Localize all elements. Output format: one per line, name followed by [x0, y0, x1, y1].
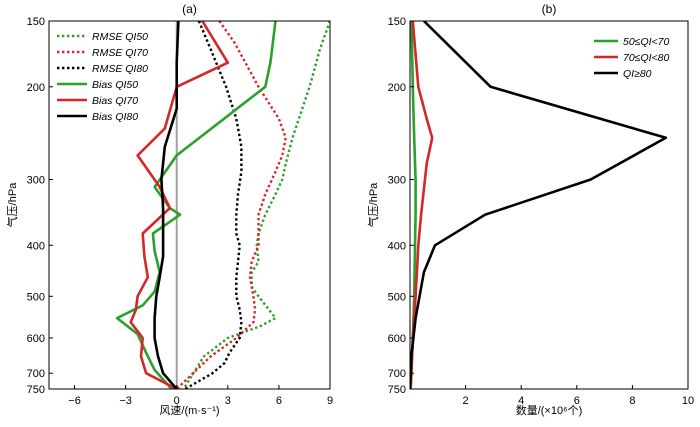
- x-tick-label: 10: [682, 395, 694, 407]
- y-tick-label: 700: [388, 368, 406, 380]
- x-tick-label: 0: [174, 395, 180, 407]
- legend-label: 50≤QI<70: [623, 36, 669, 48]
- legend-label: Bias QI70: [92, 95, 138, 107]
- legend-label: RMSE QI80: [92, 63, 148, 75]
- y-tick-label: 300: [27, 174, 45, 186]
- y-axis-label: 气压/hPa: [366, 182, 380, 228]
- y-tick-label: 600: [27, 333, 45, 345]
- x-tick-label: −6: [68, 395, 81, 407]
- x-tick-label: −3: [119, 395, 132, 407]
- y-tick-label: 400: [388, 240, 406, 252]
- legend-label: Bias QI80: [92, 111, 138, 123]
- y-axis-label: 气压/hPa: [5, 182, 19, 228]
- x-tick-label: 3: [225, 395, 231, 407]
- x-axis-label: 数量/(×10⁶个): [516, 404, 583, 417]
- y-tick-label: 750: [27, 384, 45, 396]
- legend-label: 70≤QI<80: [623, 52, 669, 64]
- y-tick-label: 600: [388, 333, 406, 345]
- y-tick-label: 700: [27, 368, 45, 380]
- series-line-0-1: [175, 21, 287, 389]
- panel-title: (a): [182, 2, 197, 16]
- x-tick-label: 8: [629, 395, 635, 407]
- series-line-1-2: [410, 21, 668, 389]
- x-tick-label: 4: [518, 395, 524, 407]
- y-tick-label: 200: [388, 82, 406, 94]
- legend-label: Bias QI50: [92, 79, 138, 91]
- plot-frame: [48, 20, 331, 390]
- x-tick-label: 2: [463, 395, 469, 407]
- y-tick-label: 500: [388, 291, 406, 303]
- panel-a: −6 −3 0 3 6 9 150 200 300 400 500 600 700 750 (a) 风速/(m…: [5, 2, 333, 417]
- series-line-0-4: [129, 21, 230, 389]
- y-tick-label: 200: [27, 82, 45, 94]
- panel-b: 2 4 6 8 10 150 200 300 400 500 600 700 750 (b) 数量/(×10…: [366, 2, 694, 417]
- series-line-0-3: [115, 21, 277, 389]
- panel-title: (b): [542, 2, 557, 16]
- y-tick-label: 400: [27, 240, 45, 252]
- series-group: [115, 21, 330, 389]
- y-tick-label: 150: [388, 16, 406, 28]
- legend-label: RMSE QI50: [92, 31, 148, 43]
- legend-label: QI≥80: [623, 68, 652, 80]
- series-group: [410, 21, 668, 389]
- y-tick-label: 300: [388, 174, 406, 186]
- x-tick-label: 6: [574, 395, 580, 407]
- legend-label: RMSE QI70: [92, 47, 148, 59]
- x-tick-label: 9: [327, 395, 333, 407]
- plot-frame: [409, 20, 689, 390]
- x-tick-label: 6: [276, 395, 282, 407]
- series-line-0-0: [182, 21, 330, 389]
- x-axis-label: 风速/(m·s⁻¹): [159, 404, 219, 417]
- y-tick-label: 150: [27, 16, 45, 28]
- y-tick-label: 750: [388, 384, 406, 396]
- series-line-0-5: [153, 21, 180, 389]
- y-tick-label: 500: [27, 291, 45, 303]
- series-line-0-2: [184, 21, 243, 389]
